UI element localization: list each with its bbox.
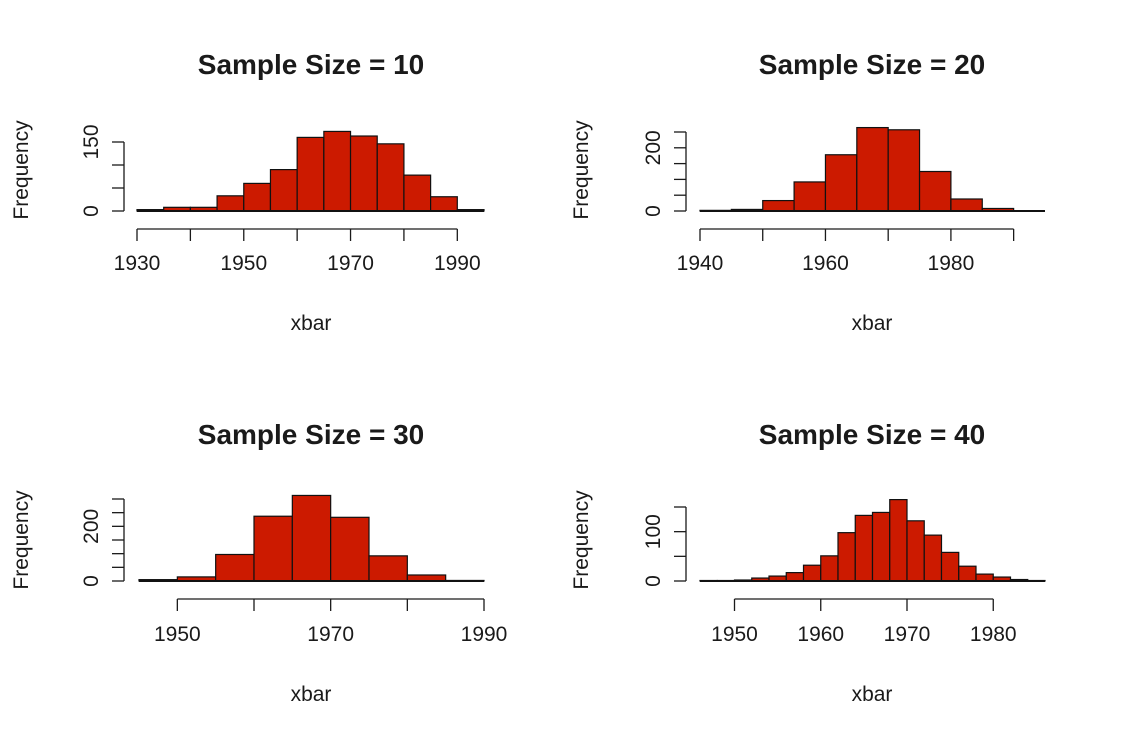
- histogram-bar: [215, 553, 255, 582]
- x-tick-label: 1990: [434, 252, 481, 275]
- histogram-bar: [253, 515, 293, 582]
- x-tick-label: 1970: [307, 623, 354, 646]
- histogram-bar: [854, 514, 874, 582]
- histogram-bar: [349, 135, 378, 212]
- y-tick-label: 0: [642, 205, 665, 217]
- x-tick-label: 1960: [797, 623, 844, 646]
- histogram-bar: [785, 572, 805, 582]
- histogram-panel: Sample Size = 10 1930 1950 1970 1990 0 150 xbar…: [10, 49, 485, 335]
- x-tick-label: 1930: [114, 252, 161, 275]
- x-axis-label: xbar: [852, 312, 893, 335]
- y-tick-label: 0: [642, 575, 665, 587]
- x-tick-label: 1980: [970, 623, 1017, 646]
- x-tick-label: 1980: [928, 252, 975, 275]
- histogram-bar: [802, 564, 822, 582]
- chart-title: Sample Size = 30: [198, 419, 424, 450]
- histogram-panel: Sample Size = 20 1940 1960 1980 0 200 xbar Freq…: [570, 49, 1045, 335]
- histogram-bar: [269, 169, 298, 212]
- x-tick-label: 1950: [711, 623, 758, 646]
- histogram-bar: [940, 551, 960, 582]
- histogram-bar: [837, 532, 856, 582]
- chart-title: Sample Size = 20: [759, 49, 985, 80]
- histogram-bar: [430, 196, 458, 212]
- chart-title: Sample Size = 10: [198, 49, 424, 80]
- y-tick-label: 0: [80, 205, 103, 217]
- histogram-bar: [296, 136, 325, 212]
- x-tick-label: 1950: [154, 623, 201, 646]
- x-axis-label: xbar: [291, 683, 332, 706]
- histogram-bar: [856, 126, 889, 212]
- histogram-bar: [793, 181, 827, 212]
- histogram-bar: [216, 195, 245, 212]
- histogram-bar: [376, 143, 405, 212]
- y-axis-label: Frequency: [570, 120, 593, 220]
- histogram-bar: [887, 129, 921, 212]
- histogram-bar: [871, 511, 891, 582]
- histogram-bar: [368, 555, 408, 582]
- x-tick-label: 1940: [677, 252, 724, 275]
- x-tick-label: 1970: [327, 252, 374, 275]
- y-axis-label: Frequency: [10, 490, 33, 590]
- histogram-bar: [291, 494, 332, 582]
- x-axis-label: xbar: [291, 312, 332, 335]
- histogram-bar: [403, 174, 432, 212]
- histogram-bar: [820, 555, 839, 582]
- histogram-bar: [906, 520, 925, 582]
- chart-title: Sample Size = 40: [759, 419, 985, 450]
- x-tick-label: 1950: [220, 252, 267, 275]
- histogram-bar: [243, 182, 272, 212]
- y-axis-label: Frequency: [570, 490, 593, 590]
- histogram-bar: [958, 565, 977, 582]
- histogram-bar: [824, 154, 858, 212]
- histogram-bar: [950, 198, 983, 212]
- x-tick-label: 1990: [461, 623, 508, 646]
- histogram-bar: [323, 130, 352, 212]
- y-tick-label: 200: [80, 509, 103, 544]
- y-tick-label: 0: [80, 575, 103, 587]
- histogram-bar: [975, 573, 994, 582]
- x-axis-label: xbar: [852, 683, 893, 706]
- histogram-panel: Sample Size = 30 1950 1970 1990 0 200 xbar Freq…: [10, 419, 507, 706]
- histogram-bar: [330, 516, 370, 582]
- y-tick-label: 150: [80, 124, 103, 159]
- x-tick-label: 1960: [802, 252, 849, 275]
- y-tick-label: 100: [642, 514, 665, 549]
- y-tick-label: 200: [642, 130, 665, 165]
- histogram-panel: Sample Size = 40 1950 1960 1970 1980 0 100 xbar…: [570, 419, 1046, 706]
- histogram-bar: [918, 170, 952, 212]
- x-tick-label: 1970: [884, 623, 931, 646]
- y-axis-label: Frequency: [10, 120, 33, 220]
- histogram-bar: [923, 534, 943, 582]
- histogram-bar: [889, 499, 908, 582]
- histogram-bar: [762, 199, 795, 212]
